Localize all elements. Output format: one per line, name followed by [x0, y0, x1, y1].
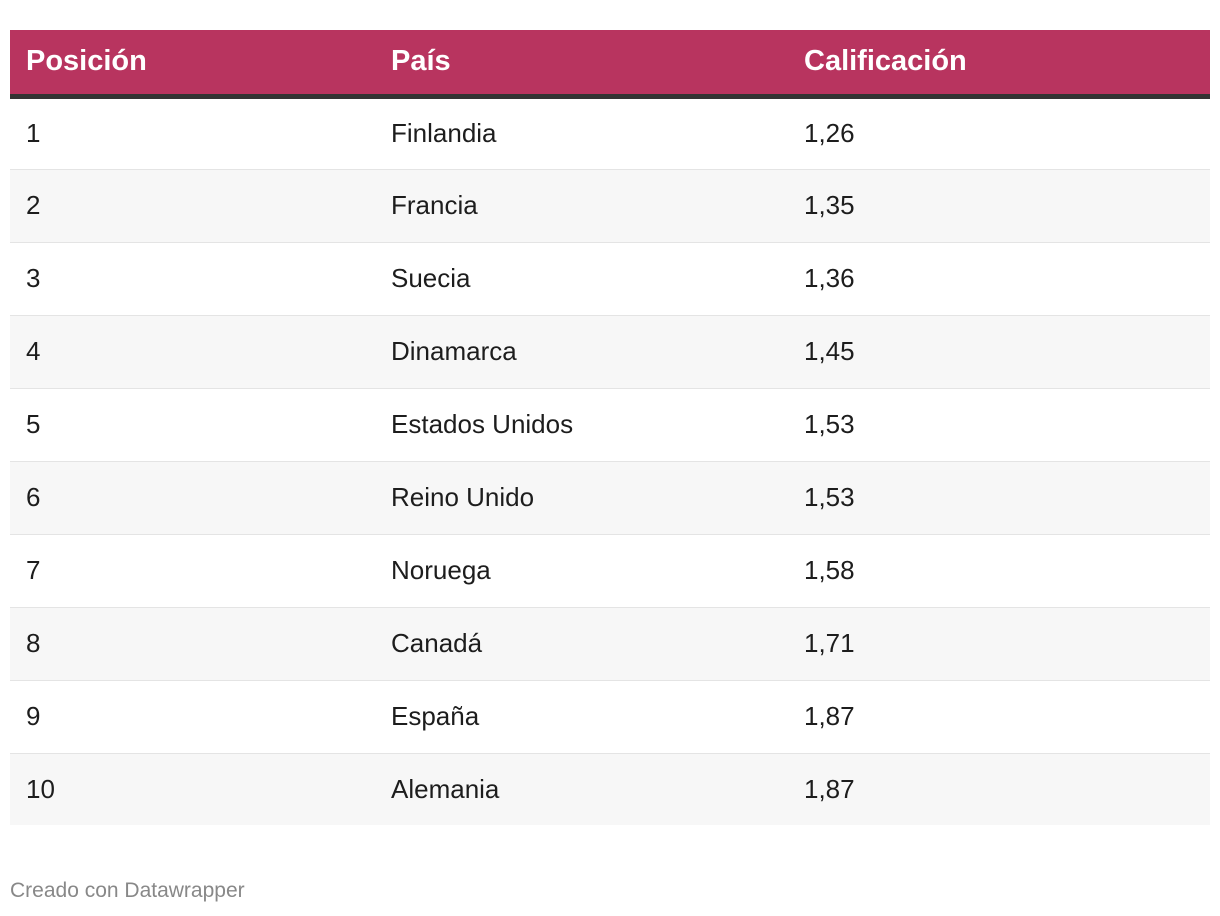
cell-position: 8	[26, 628, 41, 658]
column-header-country[interactable]: País	[375, 30, 788, 99]
table-row: 10 Alemania 1,87	[10, 753, 1210, 825]
table-row: 6 Reino Unido 1,53	[10, 461, 1210, 534]
cell-country: Reino Unido	[391, 482, 535, 512]
cell-country: Alemania	[391, 773, 500, 804]
table-row: 3 Suecia 1,36	[10, 242, 1210, 315]
cell-country: Canadá	[391, 628, 483, 658]
table-row: 4 Dinamarca 1,45	[10, 315, 1210, 388]
cell-country: España	[391, 701, 480, 731]
cell-position: 3	[26, 263, 41, 293]
cell-position: 4	[26, 336, 41, 366]
ranking-table: Posición País Calificación 1 Finlandia 1…	[10, 30, 1210, 825]
cell-country: Francia	[391, 190, 478, 220]
table-row: 9 España 1,87	[10, 680, 1210, 753]
cell-position: 1	[26, 118, 41, 148]
cell-rating: 1,53	[804, 409, 855, 439]
cell-country: Finlandia	[391, 118, 497, 148]
column-header-rating[interactable]: Calificación	[788, 30, 1210, 99]
cell-position: 2	[26, 190, 41, 220]
cell-rating: 1,45	[804, 336, 855, 366]
cell-position: 10	[26, 773, 55, 804]
cell-rating: 1,36	[804, 263, 855, 293]
cell-country: Noruega	[391, 555, 491, 585]
table-row: 8 Canadá 1,71	[10, 607, 1210, 680]
cell-position: 9	[26, 701, 41, 731]
cell-position: 7	[26, 555, 41, 585]
cell-rating: 1,26	[804, 118, 855, 148]
table-row: 1 Finlandia 1,26	[10, 96, 1210, 169]
cell-rating: 1,71	[804, 628, 855, 658]
cell-country: Estados Unidos	[391, 409, 574, 439]
table-row: 7 Noruega 1,58	[10, 534, 1210, 607]
table-header-row: Posición País Calificación	[10, 30, 1210, 99]
table-row: 5 Estados Unidos 1,53	[10, 388, 1210, 461]
column-header-position[interactable]: Posición	[10, 30, 375, 99]
table-body: 1 Finlandia 1,26 2 Francia 1,35 3 Suecia…	[10, 96, 1210, 825]
cell-country: Suecia	[391, 263, 471, 293]
table-row: 2 Francia 1,35	[10, 169, 1210, 242]
cell-country: Dinamarca	[391, 336, 517, 366]
cell-rating: 1,87	[804, 773, 855, 804]
ranking-table-container: Posición País Calificación 1 Finlandia 1…	[10, 30, 1210, 825]
cell-rating: 1,87	[804, 701, 855, 731]
datawrapper-credit[interactable]: Creado con Datawrapper	[10, 879, 245, 902]
cell-position: 6	[26, 482, 41, 512]
cell-rating: 1,35	[804, 190, 855, 220]
cell-position: 5	[26, 409, 41, 439]
cell-rating: 1,58	[804, 555, 855, 585]
table-header: Posición País Calificación	[10, 30, 1210, 99]
cell-rating: 1,53	[804, 482, 855, 512]
